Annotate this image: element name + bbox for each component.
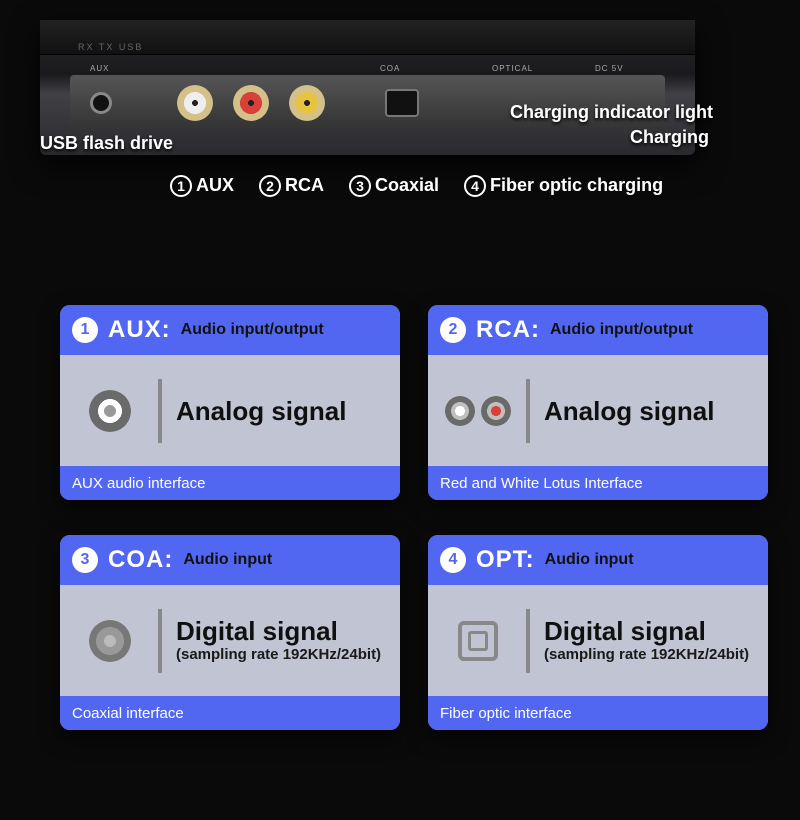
aux-jack [90, 92, 112, 114]
port-1: 1AUX [170, 175, 234, 197]
badge-icon: 4 [440, 547, 466, 573]
rca-red-icon [481, 396, 511, 426]
signal-type: Analog signal [544, 398, 714, 424]
card-title: COA: [108, 546, 173, 574]
optical-icon [458, 621, 498, 661]
port-3: 3Coaxial [349, 175, 439, 197]
port-label-dc: DC 5V [595, 64, 624, 73]
signal-subtitle: (sampling rate 192KHz/24bit) [176, 646, 381, 663]
optical-port [385, 89, 419, 117]
signal-type: Digital signal [176, 618, 381, 644]
port-2: 2RCA [259, 175, 324, 197]
card-io: Audio input/output [181, 321, 324, 339]
aux-icon [89, 390, 131, 432]
signal-type: Digital signal [544, 618, 749, 644]
callout-charging-indicator: Charging indicator light [510, 102, 713, 123]
card-rca: 2 RCA: Audio input/output Analog signal … [428, 305, 768, 500]
port-label-optical: OPTICAL [492, 64, 533, 73]
port-4: 4Fiber optic charging [464, 175, 663, 197]
callout-charging: Charging [630, 127, 709, 148]
rca-red [233, 85, 269, 121]
port-label-coa: COA [380, 64, 400, 73]
card-title: AUX: [108, 316, 171, 344]
card-footer: AUX audio interface [60, 466, 400, 500]
rca-white-icon [445, 396, 475, 426]
divider [158, 379, 162, 443]
signal-type: Analog signal [176, 398, 346, 424]
rca-yellow [289, 85, 325, 121]
coaxial-icon [89, 620, 131, 662]
card-footer: Red and White Lotus Interface [428, 466, 768, 500]
divider [526, 379, 530, 443]
card-aux: 1 AUX: Audio input/output Analog signal … [60, 305, 400, 500]
card-coa: 3 COA: Audio input Digital signal (sampl… [60, 535, 400, 730]
info-cards: 1 AUX: Audio input/output Analog signal … [60, 305, 768, 730]
port-label-aux: AUX [90, 64, 109, 73]
card-title: OPT: [476, 546, 535, 574]
card-footer: Fiber optic interface [428, 696, 768, 730]
badge-icon: 3 [72, 547, 98, 573]
card-io: Audio input [545, 551, 634, 569]
rca-white [177, 85, 213, 121]
badge-icon: 1 [72, 317, 98, 343]
device-top-labels: RX TX USB [40, 20, 695, 55]
signal-subtitle: (sampling rate 192KHz/24bit) [544, 646, 749, 663]
card-footer: Coaxial interface [60, 696, 400, 730]
card-io: Audio input [183, 551, 272, 569]
numbered-port-row: 1AUX 2RCA 3Coaxial 4Fiber optic charging [170, 175, 750, 197]
callout-usb-flash: USB flash drive [40, 133, 173, 154]
card-title: RCA: [476, 316, 540, 344]
card-opt: 4 OPT: Audio input Digital signal (sampl… [428, 535, 768, 730]
card-io: Audio input/output [550, 321, 693, 339]
divider [526, 609, 530, 673]
divider [158, 609, 162, 673]
badge-icon: 2 [440, 317, 466, 343]
